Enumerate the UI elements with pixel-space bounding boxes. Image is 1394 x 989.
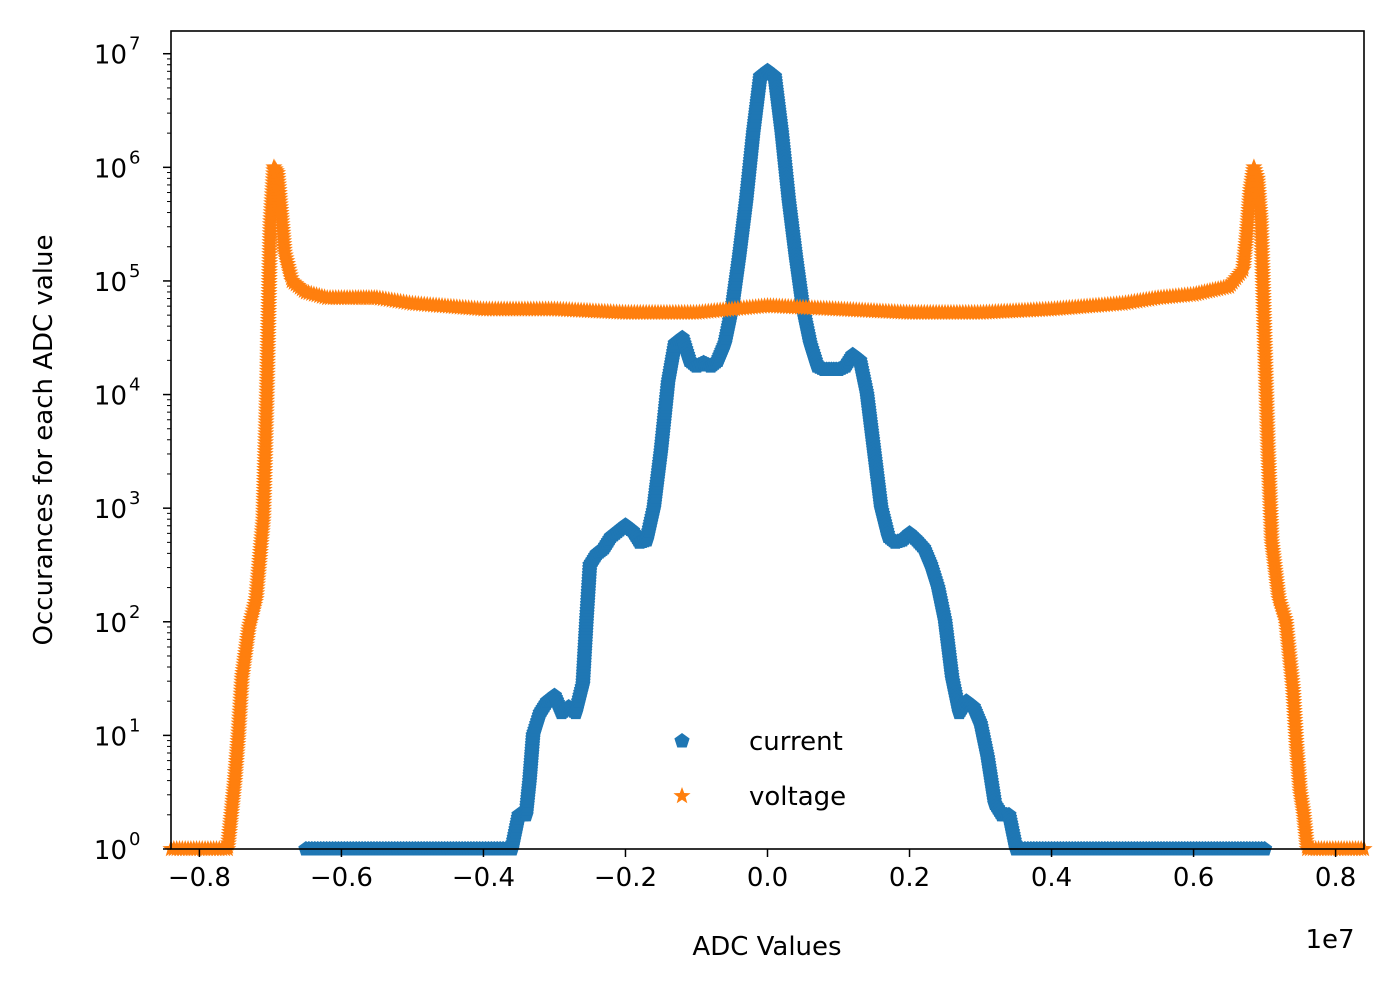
x-tick-label: −0.4 (452, 863, 515, 893)
series-voltage (162, 158, 1373, 857)
legend-marker-voltage (673, 787, 691, 804)
y-axis-label: Occurances for each ADC value (29, 235, 59, 646)
legend-label-voltage: voltage (749, 782, 846, 812)
y-tick-exponent: 1 (129, 715, 140, 736)
x-tick-label: 0.4 (1031, 863, 1072, 893)
y-tick-label: 10 (94, 609, 127, 639)
x-tick-label: −0.2 (594, 863, 657, 893)
y-tick-exponent: 0 (129, 829, 140, 850)
y-tick-exponent: 3 (129, 488, 140, 509)
series-current (298, 62, 1273, 856)
legend: current voltage (673, 727, 846, 812)
legend-marker-current (674, 733, 690, 748)
legend-marker-shape (674, 733, 690, 748)
legend-label-current: current (749, 727, 843, 757)
y-tick-label: 10 (94, 382, 127, 412)
x-tick-label: 0.2 (889, 863, 930, 893)
y-tick-exponent: 5 (129, 261, 140, 282)
x-axis: −0.8 −0.6 −0.4 −0.2 0.0 0.2 0.4 0.6 0.8 (168, 849, 1356, 893)
x-tick-label: −0.6 (310, 863, 373, 893)
y-tick-exponent: 7 (129, 34, 140, 55)
y-tick-label: 10 (94, 154, 127, 184)
y-tick-label: 10 (94, 836, 127, 866)
y-tick-label: 10 (94, 268, 127, 298)
y-tick-label: 10 (94, 495, 127, 525)
y-tick-label: 10 (94, 722, 127, 752)
x-axis-label: ADC Values (692, 932, 841, 962)
y-tick-exponent: 6 (129, 147, 140, 168)
x-tick-label: 0.6 (1173, 863, 1214, 893)
series-layer (162, 62, 1373, 857)
x-tick-label: −0.8 (168, 863, 231, 893)
y-tick-exponent: 2 (129, 602, 140, 623)
legend-marker-shape (673, 787, 691, 804)
y-tick-label: 10 (94, 41, 127, 71)
x-axis-offset: 1e7 (1305, 925, 1354, 955)
y-tick-exponent: 4 (129, 375, 140, 396)
x-tick-label: 0.0 (747, 863, 788, 893)
x-tick-label: 0.8 (1315, 863, 1356, 893)
